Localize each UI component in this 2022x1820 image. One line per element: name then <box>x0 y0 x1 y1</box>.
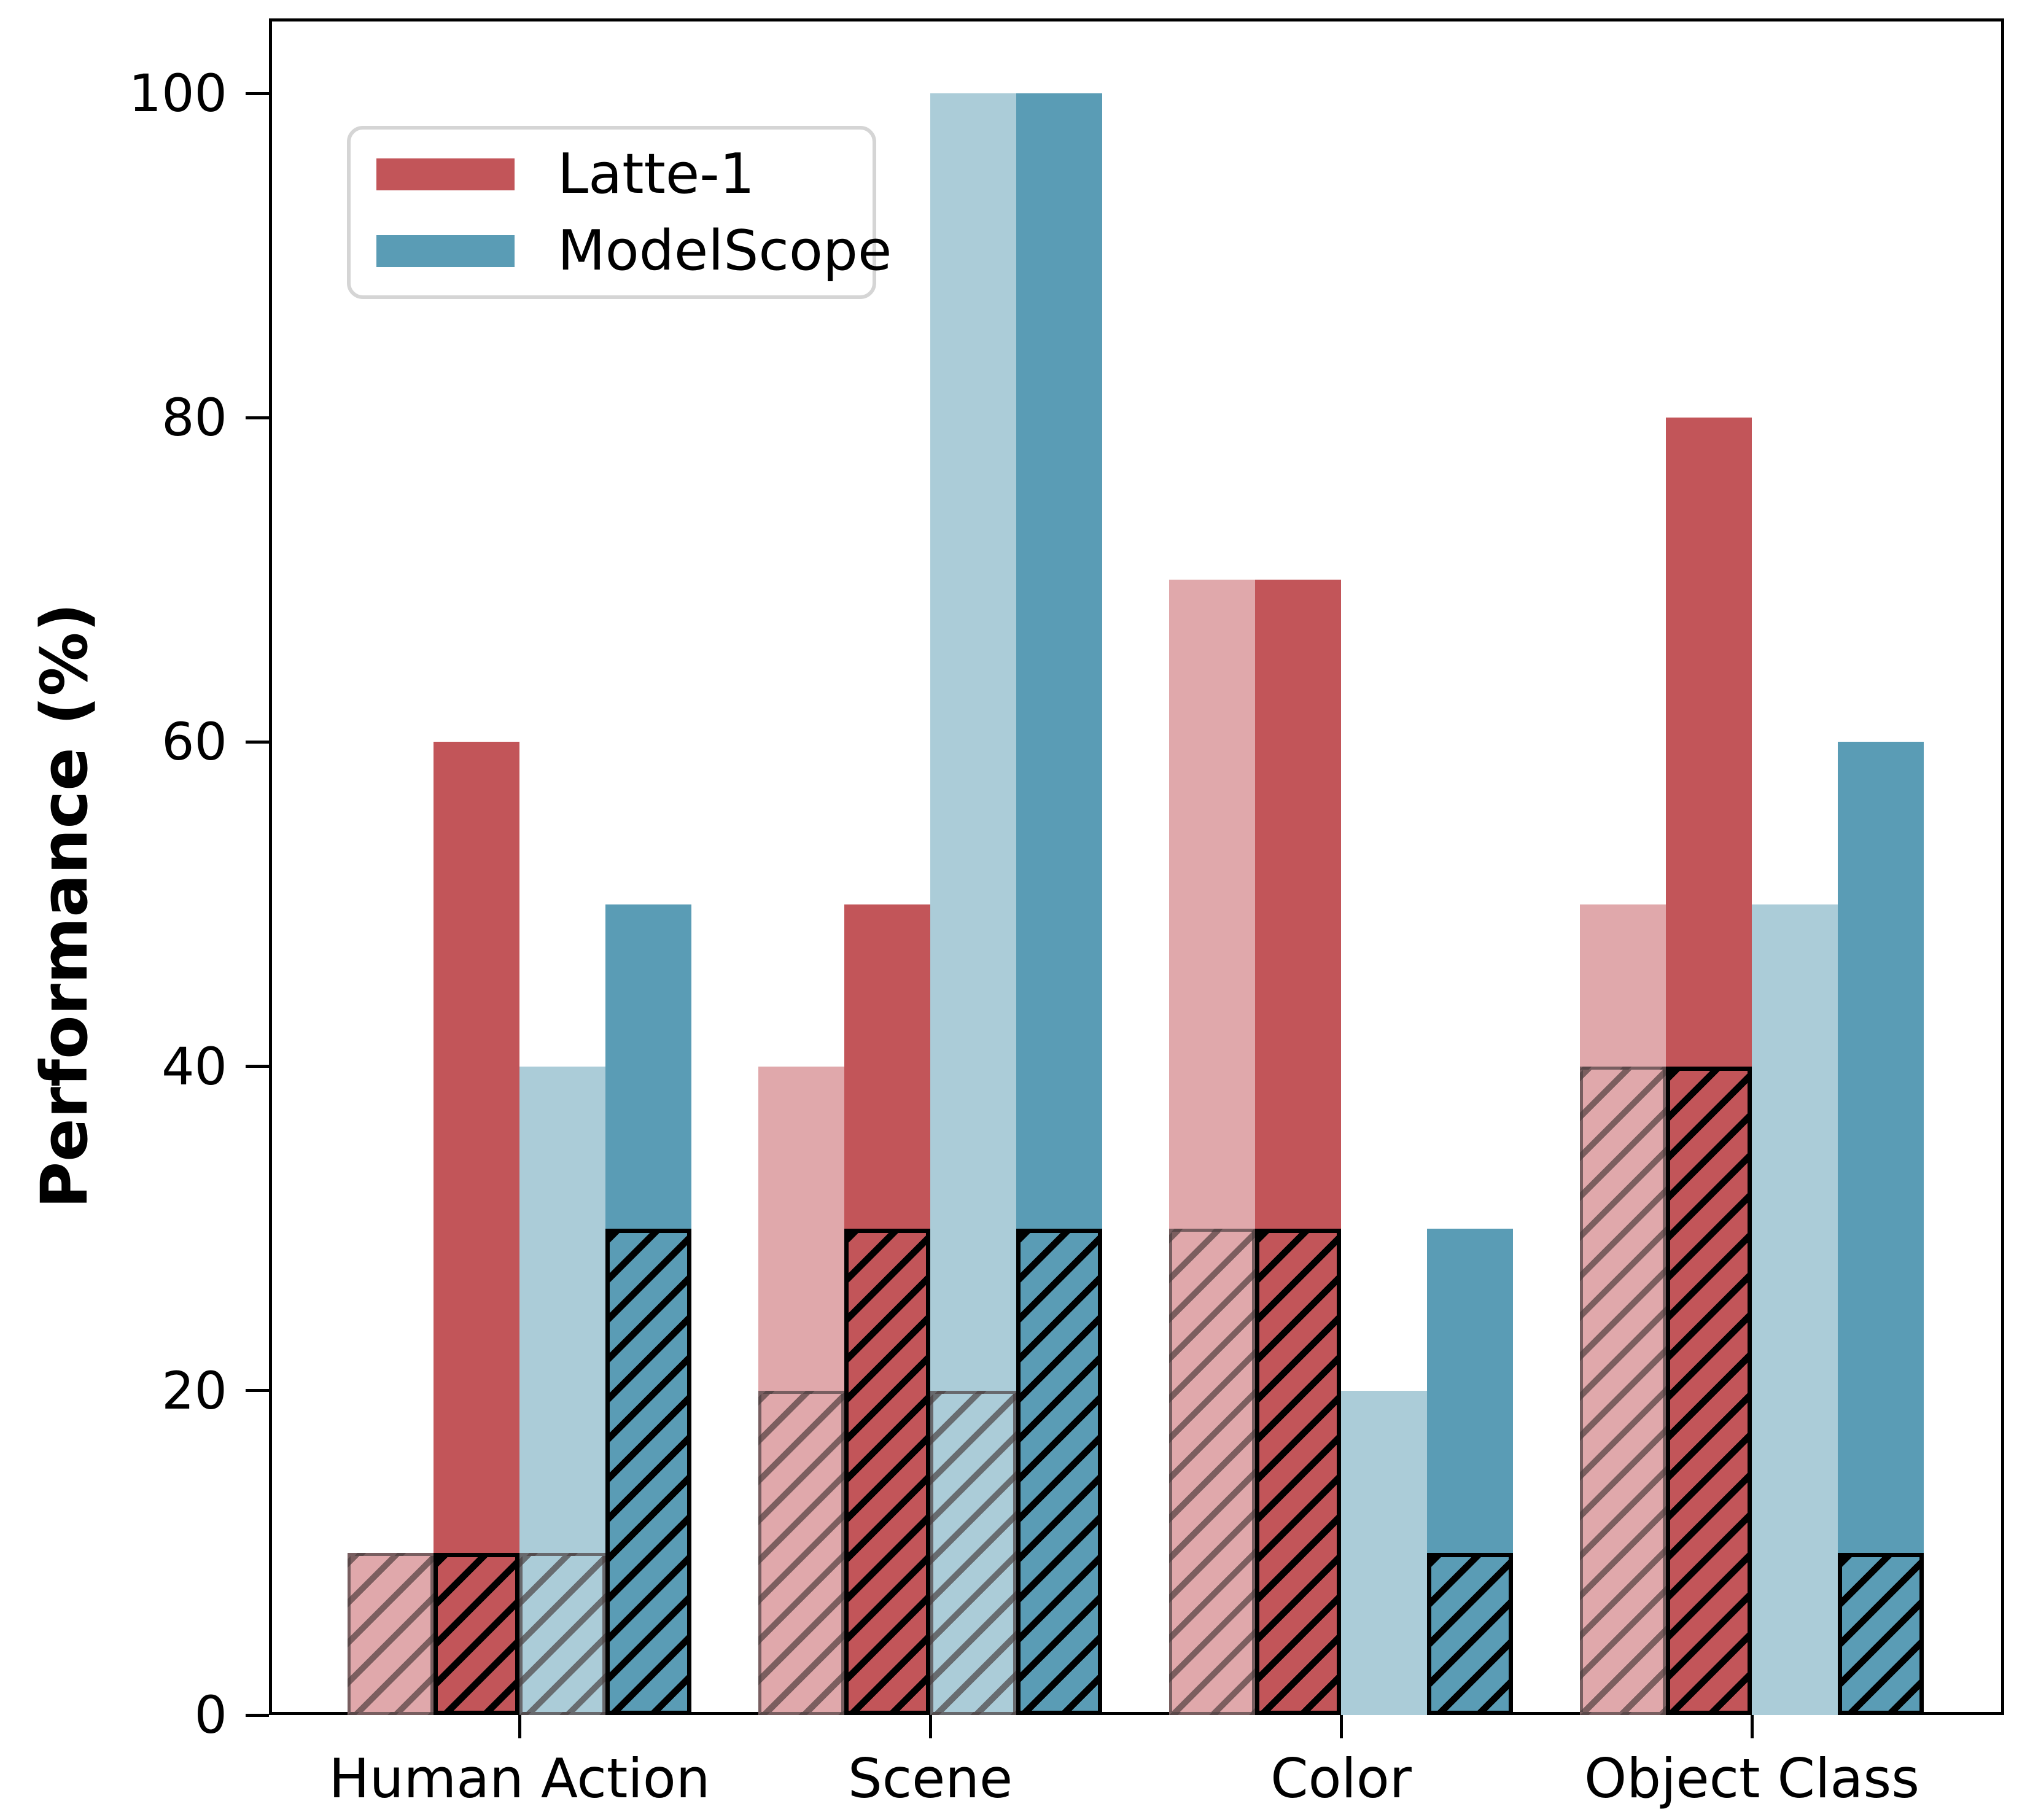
y-tick-80 <box>246 416 269 419</box>
bar-modelscope-light-object-class <box>1752 904 1838 1715</box>
hatch-latte1-light-scene <box>758 1390 844 1715</box>
hatch-modelscope-light-scene <box>930 1390 1016 1715</box>
x-tick-label-3: Object Class <box>1584 1747 1920 1810</box>
x-tick-2 <box>1339 1715 1343 1738</box>
hatch-latte1-solid-human-action <box>434 1552 519 1715</box>
hatch-modelscope-solid-object-class <box>1838 1552 1924 1715</box>
x-tick-label-1: Scene <box>847 1747 1013 1810</box>
hatch-latte1-solid-object-class <box>1666 1066 1752 1715</box>
y-tick-100 <box>246 91 269 95</box>
hatch-modelscope-solid-scene <box>1016 1228 1102 1715</box>
y-tick-label-60: 60 <box>161 712 227 772</box>
x-tick-3 <box>1750 1715 1754 1738</box>
y-tick-label-20: 20 <box>161 1360 227 1421</box>
hatch-latte1-solid-color <box>1255 1228 1341 1715</box>
legend: Latte-1 ModelScope <box>347 126 892 299</box>
y-tick-20 <box>246 1389 269 1393</box>
bar-modelscope-solid-object-class <box>1838 742 1924 1715</box>
hatch-latte1-light-color <box>1169 1228 1255 1715</box>
x-tick-label-0: Human Action <box>329 1747 710 1810</box>
y-tick-label-40: 40 <box>161 1036 227 1097</box>
modelscope-legend-swatch <box>376 235 515 267</box>
hatch-modelscope-solid-human-action <box>605 1228 691 1715</box>
y-tick-40 <box>246 1065 269 1068</box>
bar-latte1-solid-human-action <box>434 742 519 1715</box>
y-tick-label-80: 80 <box>161 387 227 448</box>
bar-modelscope-light-color <box>1341 1390 1427 1715</box>
hatch-modelscope-light-human-action <box>519 1552 605 1715</box>
plot-area <box>269 18 2004 1715</box>
x-tick-0 <box>518 1715 521 1738</box>
legend-row-latte1: Latte-1 <box>351 142 873 206</box>
hatch-latte1-solid-scene <box>844 1228 930 1715</box>
x-tick-1 <box>928 1715 932 1738</box>
y-axis-label: Performance (%) <box>27 602 102 1209</box>
y-tick-0 <box>246 1713 269 1717</box>
y-tick-label-100: 100 <box>128 63 227 123</box>
y-tick-label-0: 0 <box>194 1685 227 1745</box>
latte1-legend-swatch <box>376 158 515 190</box>
y-tick-60 <box>246 740 269 744</box>
modelscope-legend-label: ModelScope <box>558 219 892 283</box>
hatch-latte1-light-human-action <box>348 1552 434 1715</box>
x-tick-label-2: Color <box>1270 1747 1412 1810</box>
latte1-legend-label: Latte-1 <box>558 142 755 206</box>
legend-row-modelscope: ModelScope <box>351 219 892 283</box>
hatch-latte1-light-object-class <box>1580 1066 1666 1715</box>
hatch-modelscope-solid-color <box>1427 1552 1513 1715</box>
